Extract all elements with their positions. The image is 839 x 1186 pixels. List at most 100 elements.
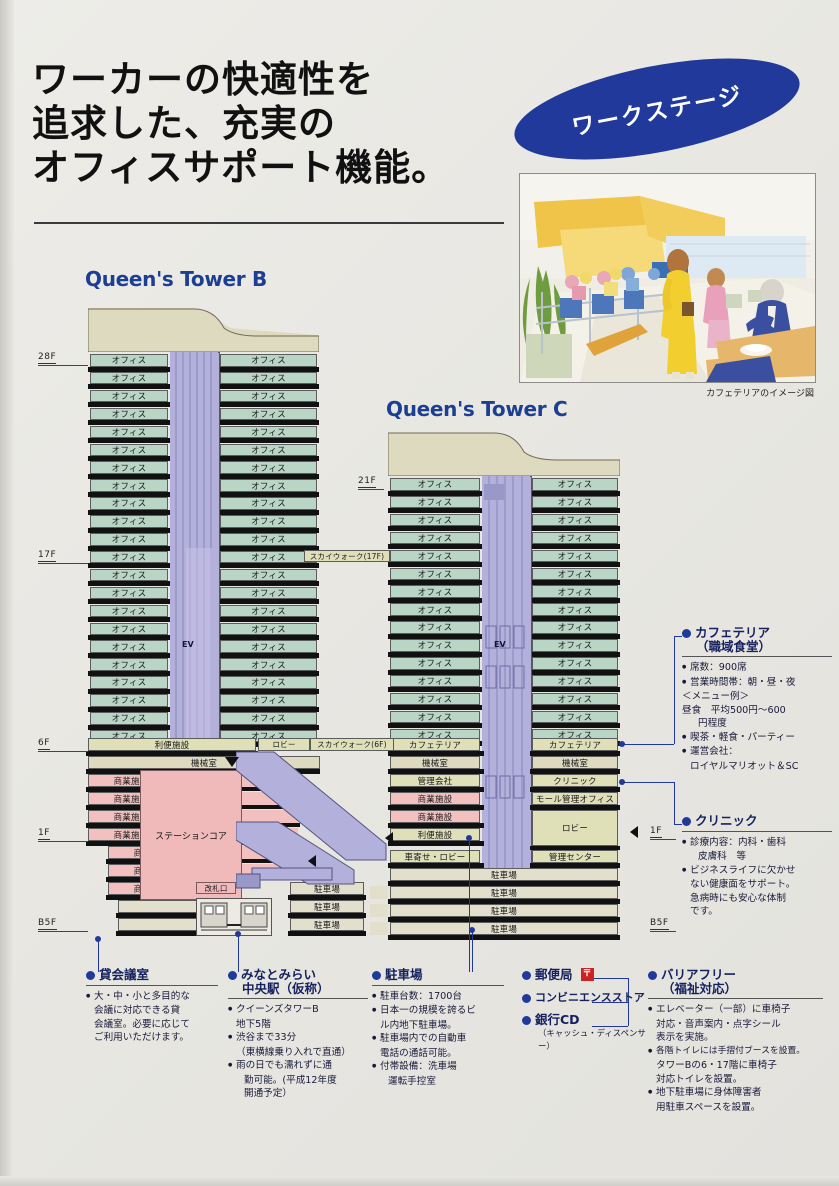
floor-slab xyxy=(388,544,482,550)
headline-line-3: オフィスサポート機能。 xyxy=(32,146,450,189)
callout-bf-l7: 地下駐車場に身体障害者 xyxy=(648,1086,823,1100)
tower-b-office-floor: オフィス xyxy=(90,550,168,564)
bullet-dot-icon xyxy=(522,971,531,980)
callout-cafeteria-menu-line2: 円程度 xyxy=(698,718,727,729)
floor-slab xyxy=(388,615,482,621)
tower-b-office-floor: オフィス xyxy=(220,425,317,439)
bullet-dot-icon xyxy=(522,993,531,1003)
tower-c-lobby: ロビー xyxy=(532,810,618,846)
floor-slab xyxy=(530,687,620,693)
callout-parking-l4: 駐車場内での自動車 xyxy=(372,1032,504,1046)
bullet-dot-icon xyxy=(86,971,95,980)
photo-caption: カフェテリアのイメージ図 xyxy=(706,389,814,399)
tower-c-podium-room: 車寄せ・ロビー xyxy=(390,850,480,863)
floor-slab xyxy=(86,805,186,810)
callout-clinic-item1-line1: 診療内容：内科・歯科 xyxy=(682,836,832,850)
callout-meeting-l2: 会議に対応できる貸 xyxy=(94,1005,181,1016)
floor-slab xyxy=(530,651,620,657)
floor-slab xyxy=(388,723,482,729)
callout-parking-l7: 運転手控室 xyxy=(388,1075,436,1087)
floor-slab xyxy=(388,651,482,657)
floor-slab xyxy=(218,724,319,730)
floor-marker-28f: 28F xyxy=(38,352,57,364)
tower-c-office-floor: オフィス xyxy=(390,674,480,688)
floor-slab xyxy=(218,366,319,372)
marker-triangle-down xyxy=(225,757,239,767)
tower-c-parking: 駐車場 xyxy=(390,922,618,935)
leader-cafeteria-v xyxy=(674,636,675,744)
tower-b-office-floor: オフィス xyxy=(220,461,317,474)
leader-services-v xyxy=(628,978,629,1026)
tower-c-office-floor: オフィス xyxy=(390,495,480,509)
bullet-dot-icon xyxy=(522,1016,531,1025)
tower-c-podium-room: 商業施設 xyxy=(390,810,480,823)
floor-slab xyxy=(116,931,218,936)
leader-cafeteria xyxy=(622,744,674,745)
podium-walkways xyxy=(235,748,466,908)
callout-services: 郵便局 〒 コンビニエンスストア 銀行CD （キャッシュ・ディスペンサー） xyxy=(522,968,652,1054)
floor-slab xyxy=(218,509,319,515)
callout-cafeteria-menu-heading: ＜メニュー例＞ xyxy=(682,691,750,702)
callout-post-office-label: 郵便局 xyxy=(535,967,573,982)
floor-slab xyxy=(530,633,620,639)
floor-slab xyxy=(86,841,186,846)
marker-triangle-left-porch xyxy=(308,855,316,867)
floor-marker-1f: 1F xyxy=(38,828,50,840)
callout-post-office: 郵便局 〒 xyxy=(522,968,652,982)
tower-b-office-floor: オフィス xyxy=(220,354,317,367)
callout-clinic-item2-line2: ない健康面をサポート。 xyxy=(690,879,796,890)
tower-c-control-center: 管理センター xyxy=(532,850,618,863)
tower-c-office-floor: オフィス xyxy=(390,657,480,670)
floor-marker-b5f: B5F xyxy=(38,918,57,930)
callout-bf-l5: タワーBの6・17階に車椅子 xyxy=(656,1060,777,1071)
tower-b-office-floor: オフィス xyxy=(90,622,168,635)
callout-parking-l3: ル内地下駐車場。 xyxy=(380,1019,457,1031)
callout-meeting-l4: ご利用いただけます。 xyxy=(94,1032,189,1043)
tower-b-office-floor: オフィス xyxy=(220,586,317,600)
station-core: ステーションコア xyxy=(140,770,242,900)
leader-dot-convenience xyxy=(466,835,472,841)
floor-slab xyxy=(218,527,319,533)
callout-cafeteria-operator: ロイヤルマリオット＆SC xyxy=(690,760,799,772)
floor-marker-6f: 6F xyxy=(38,738,50,750)
tower-c-podium-room: 商業施設 xyxy=(390,792,480,805)
tower-c-podium-room-right: 機械室 xyxy=(532,756,618,769)
tower-b-commercial-right xyxy=(240,810,298,823)
leader-parking-v xyxy=(472,930,473,972)
tower-c-parking: 駐車場 xyxy=(390,904,618,917)
tower-b-office-floor: オフィス xyxy=(220,622,317,635)
callout-station-l1: クイーンズタワーB xyxy=(228,1003,368,1017)
tower-b-office-floor: オフィス xyxy=(90,533,168,546)
tower-b-office-floor: オフィス xyxy=(90,389,168,403)
tower-c-title: Queen's Tower C xyxy=(386,397,568,421)
tower-c-office-floor: オフィス xyxy=(390,567,480,580)
tower-b-office-floor: オフィス xyxy=(90,604,168,618)
callout-cafeteria-subtitle: （職域食堂） xyxy=(696,638,772,654)
tower-b-parking: 駐車場 xyxy=(290,918,364,931)
floor-slab xyxy=(388,751,484,756)
callout-bf-l3: 表示を実施。 xyxy=(656,1032,714,1043)
floor-marker-rule xyxy=(38,365,88,366)
callout-station-l5: 雨の日でも濡れずに通 xyxy=(228,1059,368,1073)
tower-c-podium-room: 利便施設 xyxy=(390,828,480,841)
tower-b-office-floor: オフィス xyxy=(90,640,168,653)
callout-parking-l6: 付帯設備：洗車場 xyxy=(372,1060,504,1074)
bullet-dot-icon xyxy=(228,971,237,980)
floor-slab xyxy=(88,635,170,640)
leader-station-v xyxy=(238,934,239,972)
floor-marker-rule xyxy=(650,931,676,932)
callout-station-l3: 渋谷まで33分 xyxy=(228,1031,368,1045)
callout-station-l6: 勤可能。(平成12年度 xyxy=(244,1074,337,1086)
tower-c-floor-marker-1f: 1F xyxy=(650,826,662,838)
floor-slab xyxy=(86,823,186,828)
floor-slab xyxy=(88,688,170,694)
floor-slab xyxy=(530,597,620,603)
floor-slab xyxy=(530,846,620,850)
floor-marker-rule xyxy=(38,841,88,842)
tower-b-office-floor: オフィス xyxy=(90,712,168,725)
floor-slab xyxy=(218,491,319,497)
tower-c-office-floor: オフィス xyxy=(532,674,618,688)
floor-slab xyxy=(88,438,170,444)
callout-barrier-free: バリアフリー （福祉対応） エレベーター（一部）に車椅子 対応・音声案内・点字シ… xyxy=(648,968,823,1114)
bullet-dot-icon xyxy=(682,629,691,638)
